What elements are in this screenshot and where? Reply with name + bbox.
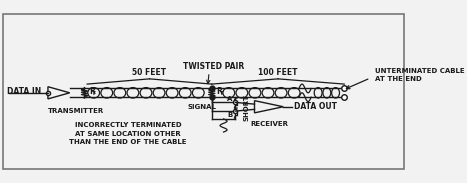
Text: TWISTED PAIR: TWISTED PAIR <box>183 62 244 71</box>
Text: UNTERMINATED CABLE
AT THE END: UNTERMINATED CABLE AT THE END <box>375 68 464 81</box>
Text: T: T <box>219 91 223 96</box>
Text: B: B <box>227 112 233 118</box>
Text: A: A <box>227 96 233 102</box>
Text: 100 FEET: 100 FEET <box>258 68 298 77</box>
Text: DATA IN: DATA IN <box>7 87 41 96</box>
Text: DATA OUT: DATA OUT <box>294 102 337 111</box>
Text: T: T <box>92 91 96 96</box>
Text: 50 FEET: 50 FEET <box>133 68 167 77</box>
Text: SHORT: SHORT <box>243 95 249 122</box>
Text: SIGNAL: SIGNAL <box>187 104 216 110</box>
Text: INCORRECTLY TERMINATED
AT SAME LOCATION OTHER
THAN THE END OF THE CABLE: INCORRECTLY TERMINATED AT SAME LOCATION … <box>70 122 187 145</box>
Text: R: R <box>89 87 95 96</box>
Text: TRANSMITTER: TRANSMITTER <box>48 108 104 114</box>
Text: RECEIVER: RECEIVER <box>250 121 288 127</box>
Text: R: R <box>216 87 222 96</box>
